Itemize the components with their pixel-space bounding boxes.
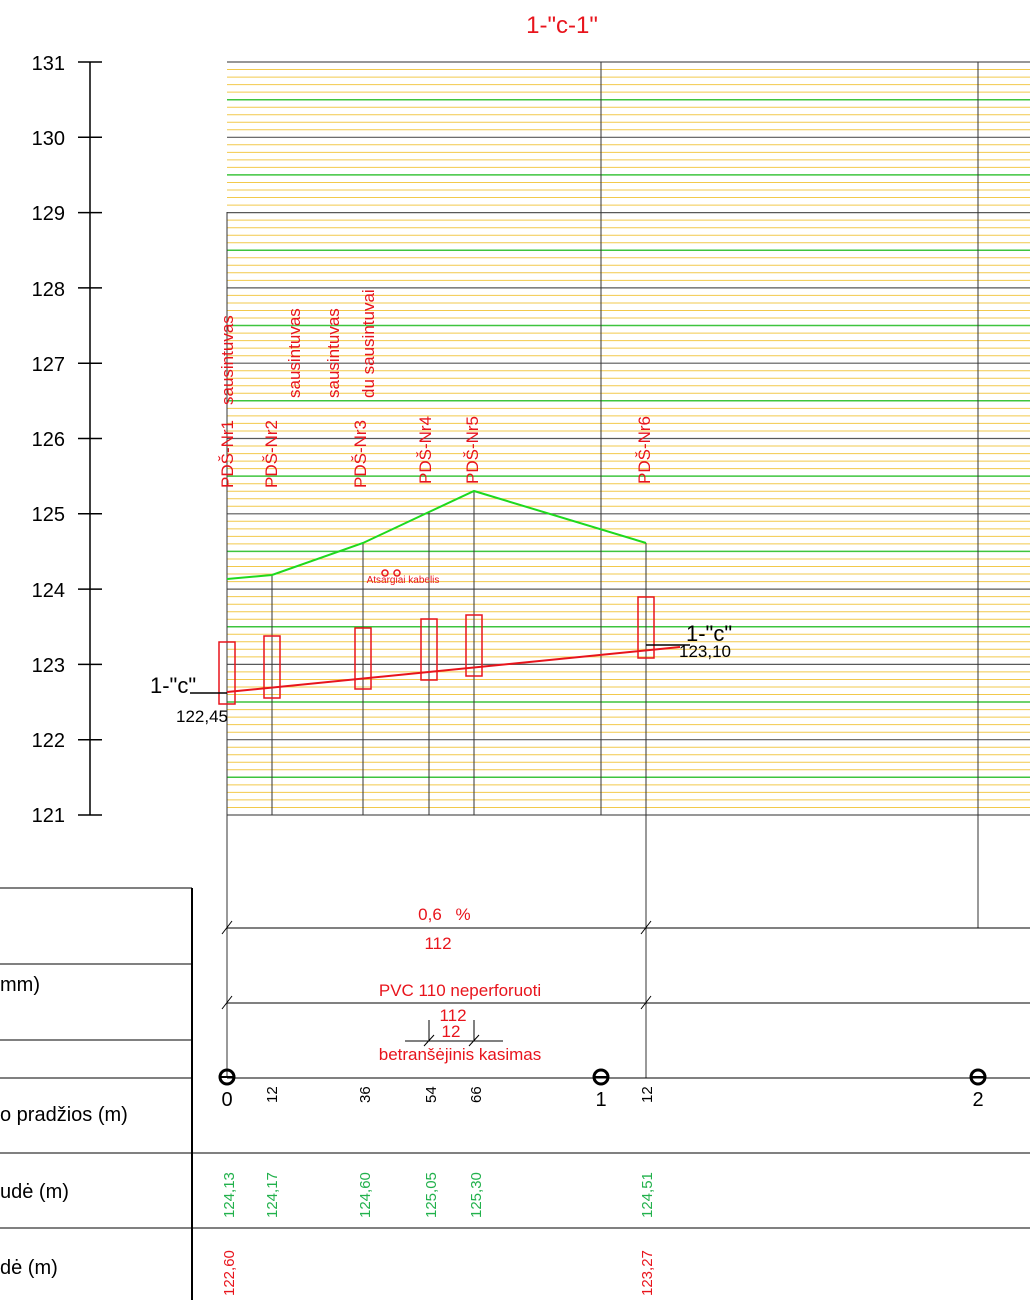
profile-table <box>0 887 1030 1300</box>
invert-6: 123,27 <box>639 1250 656 1296</box>
tick-125: 125 <box>32 504 65 526</box>
offset-4: 54 <box>423 1086 440 1103</box>
picket-2: 2 <box>969 1068 987 1111</box>
drain-4-name: PDŠ-Nr4 <box>416 416 435 484</box>
ground-5: 125,30 <box>468 1172 485 1218</box>
pickets: 0 1 2 <box>218 1068 987 1111</box>
invert-elevations: 122,60 123,27 <box>221 1250 656 1296</box>
drain-2-note: sausintuvas <box>285 308 304 398</box>
drain-5-name: PDŠ-Nr5 <box>463 416 482 484</box>
table-row-labels: mm) o pradžios (m) udė (m) dė (m) <box>0 974 128 1279</box>
row-invert-label: dė (m) <box>0 1257 58 1279</box>
pipe-end-label: 1-"c" 123,10 <box>646 621 732 661</box>
tick-131: 131 <box>32 53 65 75</box>
ground-1: 124,13 <box>221 1172 238 1218</box>
drain-2-name: PDŠ-Nr2 <box>262 420 281 488</box>
elevation-grid <box>227 61 1030 816</box>
svg-text:1-"c": 1-"c" <box>150 673 196 698</box>
slope-value: 0,6 <box>418 905 442 924</box>
offset-5: 66 <box>468 1086 485 1103</box>
vertical-lines <box>226 62 979 1078</box>
row-pipe-label: mm) <box>0 974 40 996</box>
pipe-start-label: 1-"c" 122,45 <box>150 673 228 726</box>
distance-offsets: 12 36 54 66 12 <box>264 1086 656 1103</box>
slope-info: 0,6 % 112 PVC 110 neperforuoti 112 12 be… <box>379 905 542 1064</box>
ground-elevations: 124,13 124,17 124,60 125,05 125,30 124,5… <box>221 1172 656 1218</box>
picket-0: 0 <box>218 1068 236 1111</box>
invert-1: 122,60 <box>221 1250 238 1296</box>
tick-121: 121 <box>32 805 65 827</box>
tick-123: 123 <box>32 655 65 677</box>
drain-3-note2: du sausintuvai <box>359 289 378 398</box>
cable-label: Atsargiai kabelis <box>367 575 440 586</box>
slope-length: 112 <box>424 934 451 953</box>
pipe-length: 112 <box>439 1006 466 1025</box>
svg-text:1: 1 <box>595 1089 606 1111</box>
pipe-type: PVC 110 neperforuoti <box>379 981 541 1000</box>
pipe-end-elev: 123,10 <box>679 642 731 661</box>
elevation-axis: 131 130 129 128 127 126 125 124 123 122 … <box>32 53 102 827</box>
ground-line <box>226 489 647 580</box>
trench-method: betranšėjinis kasimas <box>379 1045 542 1064</box>
drain-1-name: PDŠ-Nr1 <box>218 420 237 488</box>
row-distance-label: o pradžios (m) <box>0 1104 128 1126</box>
drain-3-note: sausintuvas <box>324 308 343 398</box>
drain-1-note: sausintuvas <box>218 315 237 405</box>
drain-6-name: PDŠ-Nr6 <box>635 416 654 484</box>
drain-labels: PDŠ-Nr1 sausintuvas PDŠ-Nr2 sausintuvas … <box>218 289 654 488</box>
offset-3: 36 <box>357 1086 374 1103</box>
offset-6: 12 <box>639 1086 656 1103</box>
svg-text:1-"c": 1-"c" <box>686 621 732 646</box>
pipe-start-elev: 122,45 <box>176 707 228 726</box>
drawing-title: 1-"c-1" <box>526 12 598 39</box>
ground-4: 125,05 <box>423 1172 440 1218</box>
tick-122: 122 <box>32 730 65 752</box>
ground-3: 124,60 <box>357 1172 374 1218</box>
ground-6: 124,51 <box>639 1172 656 1218</box>
tick-126: 126 <box>32 429 65 451</box>
drain-3-name: PDŠ-Nr3 <box>351 420 370 488</box>
cable-marker: Atsargiai kabelis <box>367 569 440 586</box>
tick-129: 129 <box>32 203 65 225</box>
tick-130: 130 <box>32 128 65 150</box>
trench-length: 12 <box>442 1022 461 1041</box>
tick-124: 124 <box>32 580 65 602</box>
picket-1: 1 <box>592 1068 610 1111</box>
slope-unit: % <box>455 905 470 924</box>
svg-text:0: 0 <box>221 1089 232 1111</box>
row-ground-label: udė (m) <box>0 1181 69 1203</box>
offset-2: 12 <box>264 1086 281 1103</box>
ground-2: 124,17 <box>264 1172 281 1218</box>
tick-127: 127 <box>32 354 65 376</box>
tick-128: 128 <box>32 279 65 301</box>
pipe-line <box>226 646 681 693</box>
drain-wells <box>218 596 655 705</box>
svg-text:2: 2 <box>972 1089 983 1111</box>
